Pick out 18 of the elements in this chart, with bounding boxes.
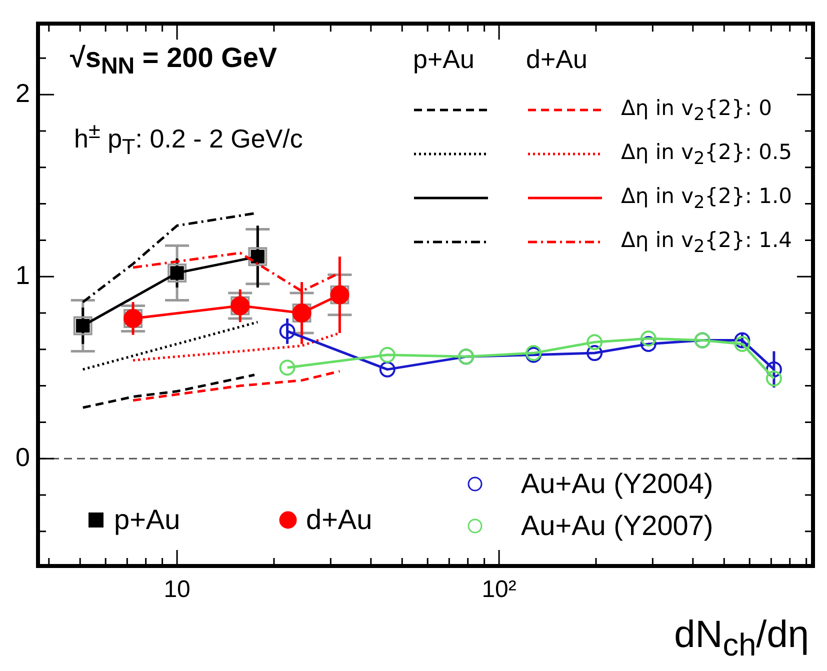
x-tick-label: 10 (164, 576, 190, 604)
legend-label: Δη in v$_{2}${2}: 1.4 (621, 228, 792, 257)
legend-label: Δη in v$_{2}${2}: 0 (621, 96, 772, 125)
annotation: p+Au (413, 44, 474, 74)
legend-label: Δη in v$_{2}${2}: 1.0 (621, 184, 792, 213)
legend-label: d+Au (306, 504, 372, 536)
x-axis-title: dN$_{ch}$/dη (674, 614, 809, 663)
annotation: √s$_{NN}$ = 200 GeV (70, 42, 278, 78)
y-tick-label: 2 (16, 78, 30, 108)
annotation: d+Au (526, 44, 588, 74)
y-tick-label: 1 (16, 260, 30, 290)
y-tick-label: 0 (16, 442, 30, 472)
x-tick-label: 10² (482, 576, 516, 604)
legend-label: Au+Au (Y2007) (521, 510, 714, 542)
legend-label: Δη in v$_{2}${2}: 0.5 (621, 140, 792, 169)
annotation: h$^{±}$ p$_{T}$: 0.2 - 2 GeV/c (74, 118, 303, 158)
legend-label: Au+Au (Y2004) (521, 468, 714, 500)
legend-label: p+Au (114, 504, 180, 536)
